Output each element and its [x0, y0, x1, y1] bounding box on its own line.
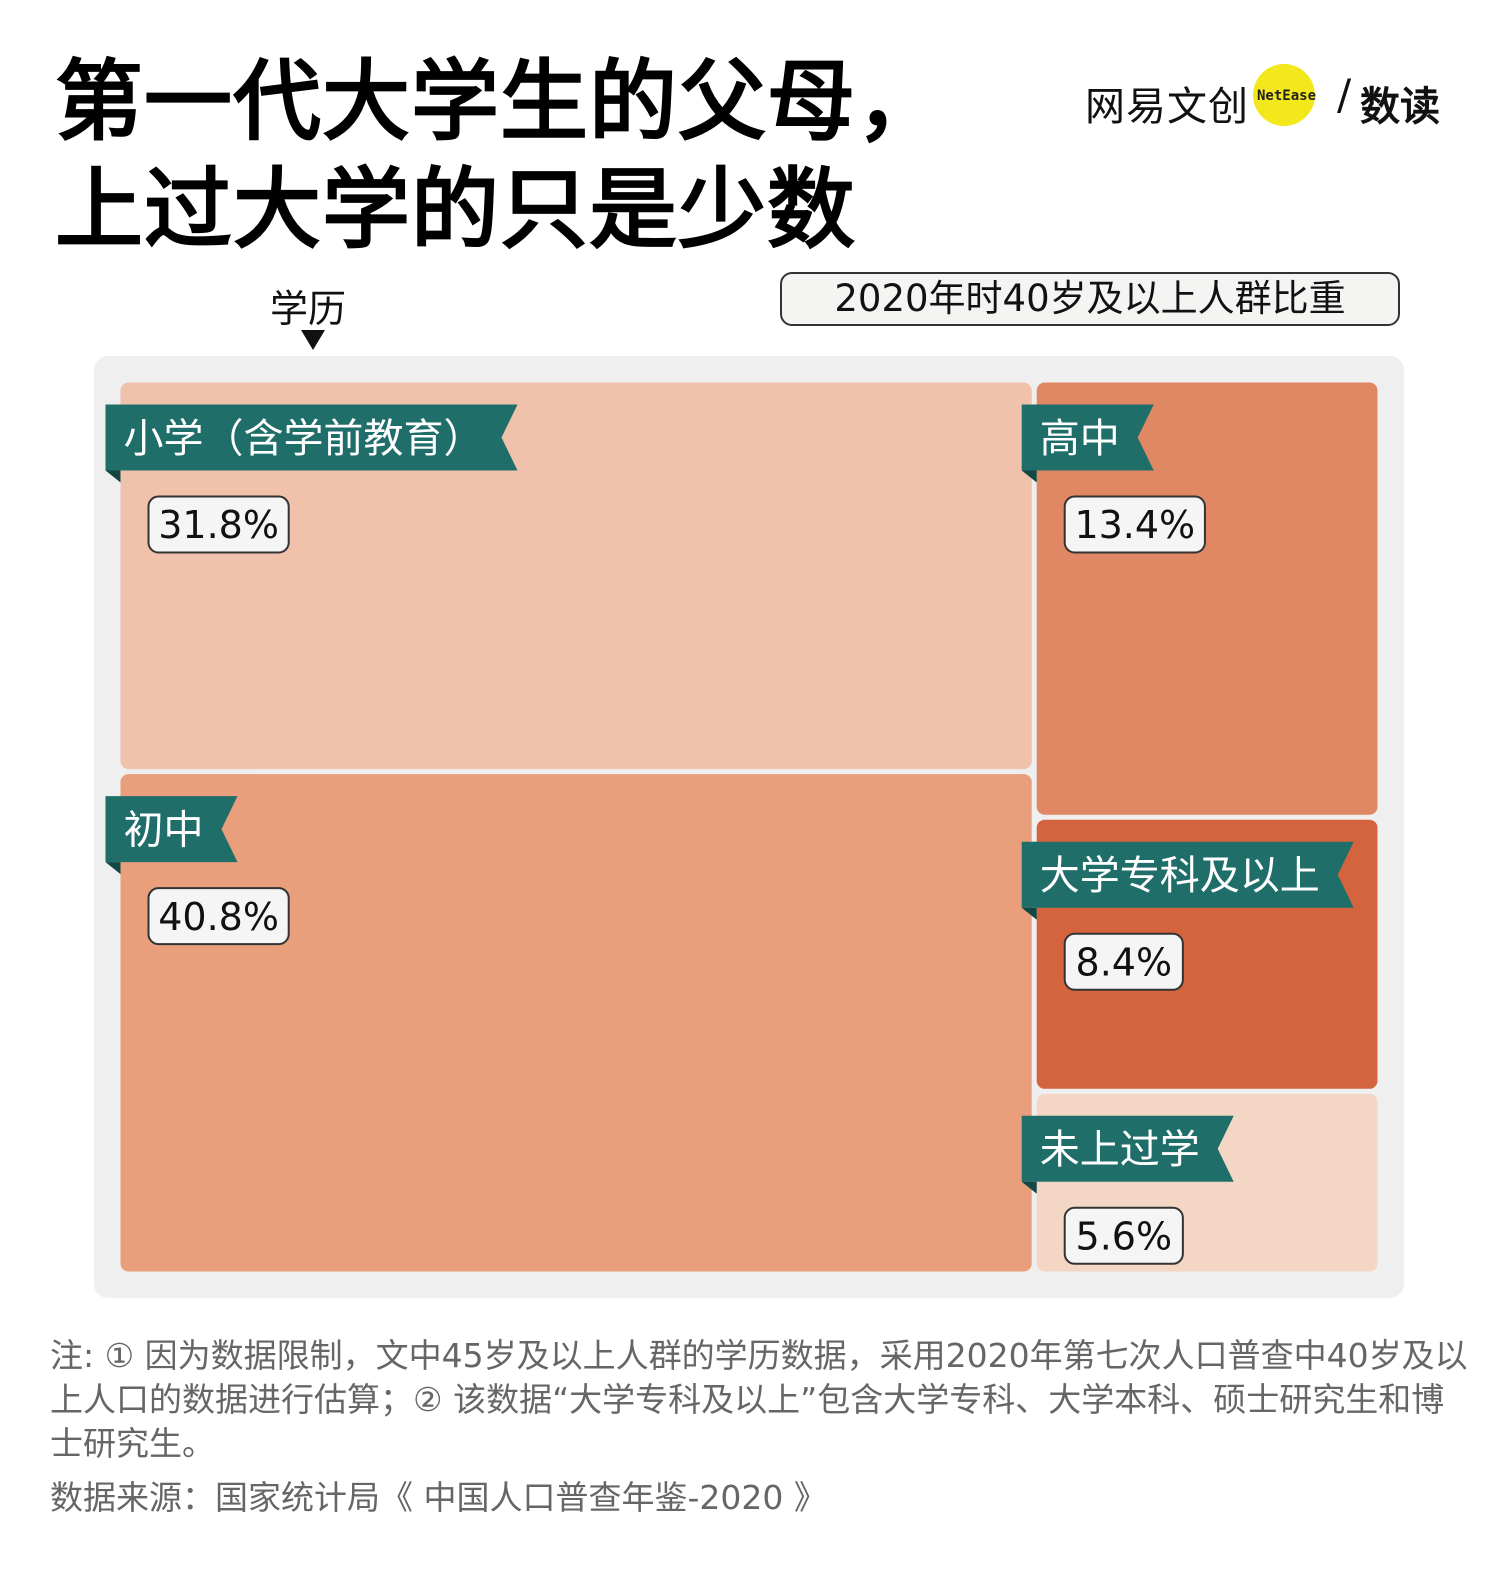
value-badge — [1063, 932, 1184, 991]
category-ribbon — [105, 404, 518, 471]
brand-column-name: 数读 — [1360, 84, 1440, 130]
treemap-cell — [120, 774, 1032, 1272]
chart-title: 第一代大学生的父母， 上过大学的只是少数 — [55, 48, 945, 264]
category-ribbon — [1021, 1115, 1234, 1182]
category-label: 大学专科及以上 — [1040, 853, 1320, 899]
value-badge — [1063, 1206, 1184, 1265]
value-label: 5.6% — [1076, 1214, 1173, 1258]
treemap-cell — [1036, 382, 1378, 815]
category-label: 高中 — [1040, 416, 1120, 462]
category-label: 初中 — [124, 807, 204, 853]
value-label: 13.4% — [1074, 503, 1195, 547]
value-badge — [147, 495, 290, 554]
value-label: 8.4% — [1076, 940, 1173, 984]
value-badge — [1063, 495, 1206, 554]
chart-title-line-1: 第一代大学生的父母， — [55, 50, 946, 153]
dimension-label: 学历 — [270, 287, 347, 331]
value-badge — [147, 887, 290, 946]
data-source: 数据来源：国家统计局《 中国人口普查年鉴-2020 》 — [50, 1478, 827, 1517]
category-label: 小学（含学前教育） — [124, 416, 484, 462]
category-ribbon-fold — [105, 470, 121, 483]
category-ribbon — [1021, 404, 1154, 471]
category-ribbon — [1021, 841, 1354, 908]
treemap-frame: 小学（含学前教育） 31.8% 初中 40.8% 高中 13.4% 大学专科及以上 8.4% 未… — [94, 356, 1404, 1298]
category-label: 未上过学 — [1040, 1127, 1200, 1173]
brand-dot-icon — [1253, 64, 1315, 126]
brand-name: 网易文创 — [1085, 84, 1249, 130]
down-arrow-icon — [301, 330, 325, 350]
chart-title-line-2: 上过大学的只是少数 — [55, 158, 857, 261]
treemap-cell — [120, 382, 1032, 770]
footnote: 注: ① 因为数据限制，文中45岁及以上人群的学历数据，采用2020年第七次人口… — [50, 1336, 1468, 1463]
treemap-chart: 小学（含学前教育） 31.8% 初中 40.8% 高中 13.4% 大学专科及以上 8.4% 未… — [105, 382, 1378, 1272]
metric-label: 2020年时40岁及以上人群比重 — [780, 272, 1400, 326]
brand-logo: 网易文创 NetEase / 数读 — [1085, 62, 1455, 134]
category-ribbon-fold — [105, 862, 121, 875]
value-label: 31.8% — [158, 503, 279, 547]
brand-separator: / — [1337, 70, 1352, 119]
value-label: 40.8% — [158, 895, 279, 939]
category-ribbon — [105, 796, 238, 863]
brand-english-name: NetEase — [1257, 88, 1317, 104]
